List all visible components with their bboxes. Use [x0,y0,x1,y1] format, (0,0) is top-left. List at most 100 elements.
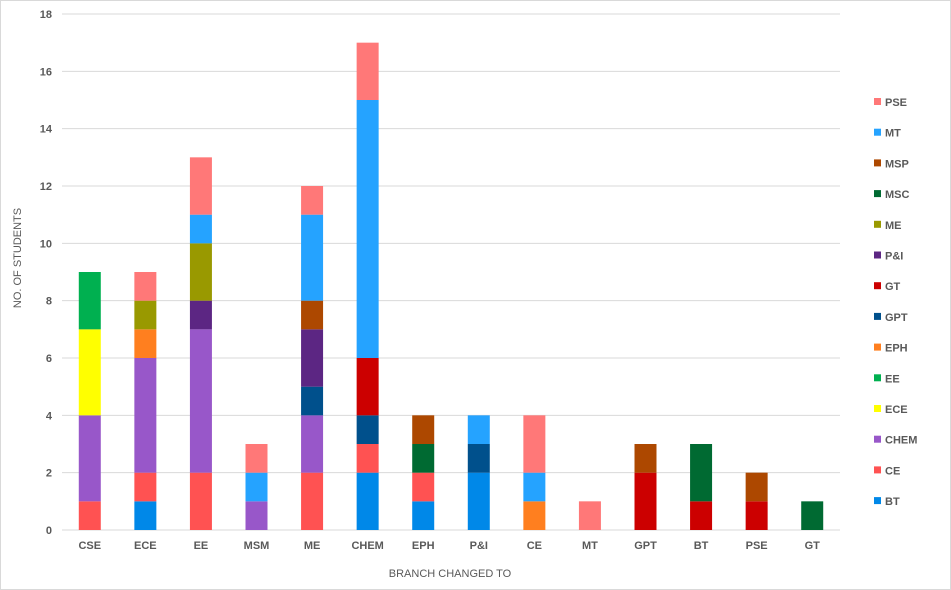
legend-swatch [874,466,881,474]
legend-label: MT [885,128,901,140]
bar-segment-ce-cse [78,501,101,530]
legend-label: EE [885,373,900,385]
bar-segment-pse-msm [245,444,268,473]
y-tick-label: 2 [46,468,52,480]
y-axis-label: NO. OF STUDENTS [12,208,24,308]
bar-segment-gpt-pi [467,444,490,473]
bar-segment-chem-ee [189,329,212,473]
legend-label: CE [885,465,900,477]
bar-segment-eph-ce [523,501,546,530]
bar-segment-chem-me [301,415,324,473]
y-tick-label: 0 [46,525,52,537]
bar-segment-gt-gpt [634,472,657,530]
x-tick-label: ME [304,540,321,552]
legend-label: GT [885,281,901,293]
legend-label: EPH [885,343,908,355]
bar-segment-pse-ee [189,157,212,215]
bar-segment-ce-me [301,472,324,530]
bar-segment-gt-pse [745,501,768,530]
bar-segment-msc-bt [690,444,713,502]
legend-swatch [874,220,881,228]
bar-segment-mt-chem [356,100,379,358]
bar-segment-msc-eph [412,444,435,473]
bar-segment-pi-ee [189,300,212,330]
y-tick-labels: 0 2 4 6 8 10 12 14 16 18 [40,9,53,537]
bar-segment-gt-bt [690,501,713,530]
legend-label: GPT [885,312,908,324]
bar-segment-msp-pse [745,472,768,502]
bar-segment-ee-cse [78,272,101,330]
legend-label: P&I [885,251,903,263]
bar-segment-gpt-me [301,386,324,416]
bar-segment-mt-ce [523,472,546,502]
y-tick-label: 14 [40,124,53,136]
y-tick-label: 12 [40,181,52,193]
y-tick-label: 8 [46,296,52,308]
legend-label: MSP [885,158,909,170]
legend-label: BT [885,496,900,508]
bar-segment-ece-cse [78,329,101,416]
y-tick-label: 4 [46,410,53,422]
y-tick-label: 16 [40,66,52,78]
legend-label: PSE [885,97,907,109]
legend-swatch [874,251,881,259]
legend-swatch [874,312,881,320]
bar-segment-pse-ece [134,272,157,301]
bar-segment-me-ee [189,243,212,301]
legend-swatch [874,128,881,136]
bar-segment-gpt-chem [356,415,379,444]
x-tick-label: GT [805,540,821,552]
y-tick-label: 18 [40,9,52,21]
legend-label: ECE [885,404,908,416]
x-tick-label: MSM [244,540,270,552]
bar-segment-bt-eph [412,501,435,530]
bar-segment-pi-me [301,329,324,387]
legend-label: CHEM [885,435,917,447]
x-tick-label: PSE [746,540,768,552]
legend-swatch [874,159,881,167]
legend-swatch [874,435,881,443]
bar-segment-mt-pi [467,415,490,444]
x-tick-labels: CSE ECE EE MSM ME CHEM EPH P&I CE MT GPT BT PSE GT [78,540,820,552]
legend-label: MSC [885,189,910,201]
bar-segment-pse-mt [578,501,601,530]
bar-segment-ce-eph [412,472,435,502]
bar-segment-chem-ece [134,358,157,473]
bar-segment-bt-pi [467,472,490,530]
bar-segment-chem-msm [245,501,268,530]
bar-segment-ce-ece [134,472,157,502]
bar-segment-pse-me [301,186,324,215]
legend-swatch [874,374,881,382]
legend-swatch [874,343,881,351]
legend-swatch [874,497,881,505]
bar-segment-chem-cse [78,415,101,502]
y-tick-label: 10 [40,238,52,250]
x-tick-label: MT [582,540,598,552]
bar-segment-msp-me [301,300,324,330]
y-tick-label: 6 [46,353,52,365]
gridlines [62,13,840,531]
bar-segment-mt-ee [189,214,212,244]
x-tick-label: CSE [78,540,101,552]
legend: PSE MT MSP MSC ME P&I GT GPT EPH EE ECE CHEM CE BT [874,97,917,508]
bar-segment-msp-gpt [634,444,657,473]
x-tick-label: CHEM [351,540,383,552]
bars [78,42,824,530]
x-tick-label: BT [694,540,709,552]
bar-segment-pse-ce [523,415,546,473]
legend-swatch [874,282,881,290]
bar-segment-eph-ece [134,329,157,358]
legend-swatch [874,190,881,198]
bar-segment-ce-chem [356,444,379,473]
bar-segment-me-ece [134,300,157,330]
x-axis-label: BRANCH CHANGED TO [389,568,512,580]
legend-swatch [874,405,881,412]
bar-segment-bt-ece [134,501,157,530]
bar-segment-mt-me [301,214,324,301]
bar-segment-msc-gt [801,501,824,530]
x-tick-label: ECE [134,540,157,552]
legend-label: ME [885,220,902,232]
bar-segment-gt-chem [356,358,379,416]
x-tick-label: EE [194,540,209,552]
